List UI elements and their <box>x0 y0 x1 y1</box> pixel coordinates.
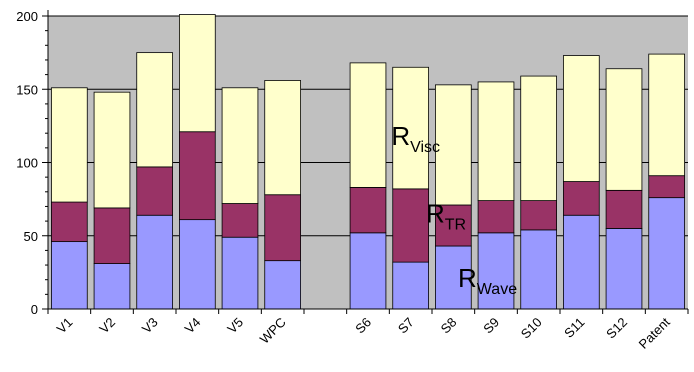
y-tick-label: 0 <box>31 302 38 317</box>
x-tick-label: S6 <box>352 315 374 337</box>
bar-segment-v5-wave <box>221 236 259 310</box>
bar-segment-s9-tr <box>477 200 515 234</box>
bar-segment-v3-visc <box>136 52 173 168</box>
bar-segment-v4-visc <box>179 14 216 133</box>
bar-segment-s10-wave <box>520 229 557 310</box>
bar-segment-v4-tr <box>179 131 216 221</box>
y-tick-label: 150 <box>16 82 38 97</box>
y-tick-label: 200 <box>16 9 38 24</box>
bar-segment-v2-wave <box>93 263 131 310</box>
bar-segment-s10-tr <box>520 200 557 231</box>
bars <box>51 14 685 310</box>
y-tick-label: 100 <box>16 156 38 171</box>
bar-segment-v5-visc <box>221 87 259 204</box>
bar-segment-wpc-wave <box>264 260 301 310</box>
x-tick-label: S8 <box>438 315 460 337</box>
bar-segment-v2-visc <box>93 91 131 209</box>
bar-segment-patent-wave <box>648 197 685 310</box>
bar-segment-s6-visc <box>349 62 387 188</box>
x-tick-label: V3 <box>139 315 161 337</box>
x-tick-label: S9 <box>480 315 502 337</box>
bar-segment-v1-wave <box>51 241 88 310</box>
series-label-wave: RWave <box>458 263 517 298</box>
x-tick-label: WPC <box>257 315 289 347</box>
bar-segment-patent-visc <box>648 53 685 177</box>
bar-segment-s9-wave <box>477 232 515 310</box>
bar-segment-v3-tr <box>136 166 173 216</box>
bar-segment-s7-tr <box>392 188 429 263</box>
x-tick-label: S7 <box>395 315 417 337</box>
bar-segment-s7-wave <box>392 261 429 310</box>
bar-segment-s11-visc <box>563 55 600 182</box>
series-label-tr: RTR <box>426 199 466 234</box>
bar-segment-s11-tr <box>563 181 600 216</box>
x-tick-label: S10 <box>518 315 545 342</box>
bar-segment-v1-visc <box>51 87 88 203</box>
x-tick-label: S12 <box>603 315 630 342</box>
x-tick-label: V1 <box>54 315 76 337</box>
x-tick-label: V2 <box>96 315 118 337</box>
bar-segment-v5-tr <box>221 203 259 238</box>
bar-segment-v4-wave <box>179 219 216 310</box>
bar-segment-s6-wave <box>349 232 387 310</box>
bar-segment-wpc-tr <box>264 194 301 262</box>
bar-segment-v1-tr <box>51 201 88 243</box>
y-tick-label: 50 <box>24 229 38 244</box>
x-tick-label: Patent <box>636 314 673 351</box>
x-tick-label: V5 <box>224 315 246 337</box>
bar-segment-patent-tr <box>648 175 685 199</box>
bar-segment-s8-visc <box>435 84 472 206</box>
bar-segment-s12-tr <box>605 189 643 229</box>
bar-segment-v3-wave <box>136 214 173 310</box>
bar-segment-s10-visc <box>520 75 557 201</box>
bar-segment-s11-wave <box>563 214 600 310</box>
bar-segment-s12-visc <box>605 68 643 191</box>
bar-segment-s12-wave <box>605 228 643 310</box>
bar-segment-s6-tr <box>349 187 387 234</box>
bar-segment-s7-visc <box>392 66 429 190</box>
x-tick-label: S11 <box>561 315 587 341</box>
bar-segment-s9-visc <box>477 81 515 201</box>
bar-segment-wpc-visc <box>264 80 301 196</box>
series-labels: RVisc RTR RWave <box>391 121 517 298</box>
series-label-visc: RVisc <box>391 121 440 156</box>
x-tick-label: V4 <box>182 315 204 337</box>
bar-segment-v2-tr <box>93 207 131 264</box>
